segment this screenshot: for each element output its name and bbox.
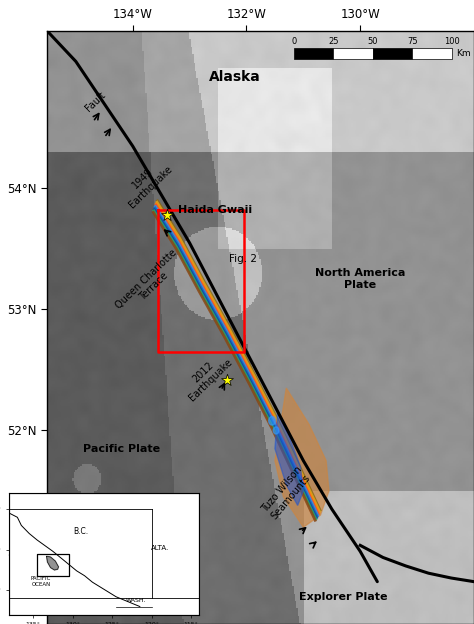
Text: 50: 50 (368, 37, 378, 46)
Text: B.C.: B.C. (73, 527, 88, 535)
Text: 2012
Earthquake: 2012 Earthquake (179, 349, 234, 403)
Text: Pacific Plate: Pacific Plate (83, 444, 160, 454)
Text: Km: Km (456, 49, 471, 58)
Polygon shape (46, 556, 58, 570)
Polygon shape (275, 388, 329, 527)
Text: ALTA.: ALTA. (150, 545, 169, 551)
Text: 100: 100 (444, 37, 460, 46)
Point (163, 210, 171, 220)
Text: North America
Plate: North America Plate (315, 268, 405, 290)
Polygon shape (273, 427, 279, 434)
Polygon shape (275, 412, 303, 505)
Text: Queen Charlotte
Terrace: Queen Charlotte Terrace (113, 247, 186, 319)
Text: Tuzo Wilson
Seamounts: Tuzo Wilson Seamounts (260, 465, 313, 522)
Point (223, 374, 230, 384)
Text: WASH.: WASH. (126, 598, 146, 603)
Text: 75: 75 (407, 37, 418, 46)
Text: Explorer Plate: Explorer Plate (299, 592, 387, 602)
Polygon shape (269, 416, 275, 425)
Text: 0: 0 (291, 37, 297, 46)
Polygon shape (9, 493, 199, 615)
Text: Fig. 2: Fig. 2 (229, 253, 257, 264)
Text: Alaska: Alaska (209, 70, 261, 84)
Text: 25: 25 (328, 37, 338, 46)
Text: Haida Gwaii: Haida Gwaii (178, 205, 252, 215)
Text: 1949
Earthquake: 1949 Earthquake (119, 155, 174, 210)
Text: PACIFIC
OCEAN: PACIFIC OCEAN (31, 577, 51, 587)
Text: Fault: Fault (84, 90, 108, 113)
